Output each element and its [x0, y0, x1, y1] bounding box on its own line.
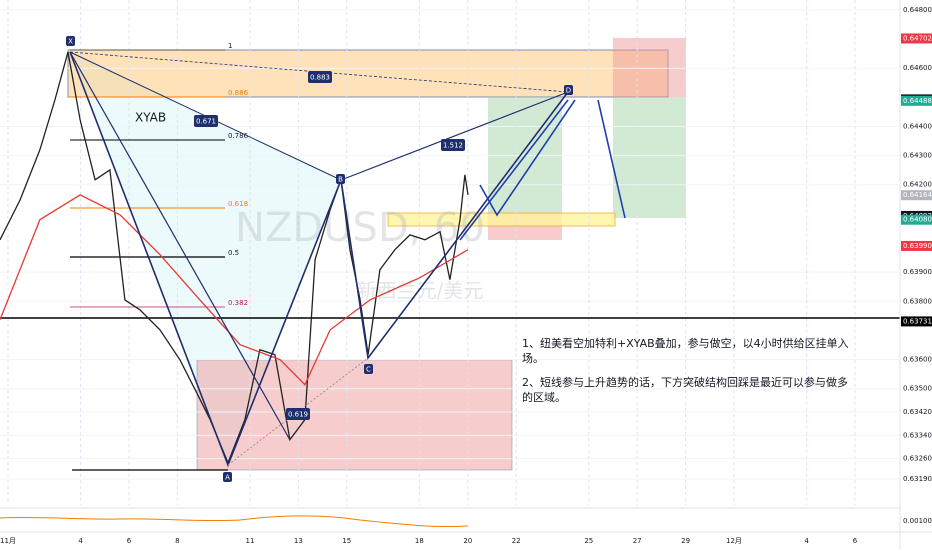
- y-tick-label: 0.64400: [903, 122, 932, 130]
- x-tick-label: 11: [246, 537, 255, 545]
- point-label: C: [366, 366, 371, 374]
- point-badge: [364, 364, 373, 374]
- y-tick-label: 0.63260: [903, 455, 932, 463]
- point-badge: [336, 174, 345, 184]
- fib-label: 0.5: [228, 249, 239, 257]
- y-tick-label: 0.64300: [903, 152, 932, 160]
- x-tick-label: 27: [633, 537, 642, 545]
- x-tick-label: 13: [294, 537, 303, 545]
- price-marker-label: 0.64164: [903, 191, 932, 199]
- price-marker: [901, 95, 932, 106]
- y-tick-label: 0.63800: [903, 297, 932, 305]
- series: [0, 51, 469, 465]
- point-label: D: [566, 87, 571, 95]
- x-tick-label: 11月: [0, 537, 16, 545]
- fib-label: 0.618: [228, 200, 248, 208]
- point-label: A: [225, 474, 230, 482]
- oscillator-line: [0, 515, 469, 528]
- pattern-name: XYAB: [135, 111, 166, 125]
- price-marker: [901, 316, 932, 327]
- stop-zone: [613, 38, 686, 97]
- x-tick-label: 18: [415, 537, 424, 545]
- arrow: [597, 99, 626, 219]
- x-tick-label: 8: [175, 537, 179, 545]
- target-zone: [613, 97, 686, 218]
- pattern-line: [69, 51, 291, 441]
- grid: [0, 0, 900, 505]
- ratio-label: 0.883: [310, 74, 330, 82]
- note: 2、短线参与上升趋势的话，下方突破结构回踩是最近可以参与做多的区域。: [522, 376, 848, 404]
- x-tick-label: 29: [681, 537, 690, 545]
- y-tick-label: 0.63420: [903, 408, 932, 416]
- arrow: [459, 99, 569, 241]
- point-labels: X A B C D XYAB 0.883 0.671 1.512 0.619: [66, 36, 573, 482]
- y-tick-label: 0.63900: [903, 268, 932, 276]
- fib-label: 0.786: [228, 132, 249, 140]
- price-marker: [901, 214, 932, 225]
- price-marker-label: 0.63731: [903, 317, 932, 325]
- ratio-label: 0.671: [196, 118, 216, 126]
- ratio-label: 1.512: [443, 142, 463, 150]
- fib-lines: [70, 49, 228, 471]
- note-block: 1、纽美看空加特利+XYAB叠加，参与做空，以4小时供给区挂单入场。 2、短线参…: [522, 336, 857, 405]
- ratio-badge: [441, 139, 465, 151]
- fib-label: 0.886: [228, 89, 249, 97]
- oscillator-tick: 0.00100: [903, 517, 932, 525]
- x-tick-label: 6: [127, 537, 132, 545]
- demand-zone: [387, 212, 616, 227]
- watermark: NZDUSD, 60: [235, 205, 485, 251]
- price-marker-label: 0.64702: [903, 34, 932, 42]
- y-tick-label: 0.63340: [903, 431, 932, 439]
- point-label: X: [68, 38, 73, 46]
- fib-label: 1: [228, 42, 232, 50]
- x-tick-label: 25: [584, 537, 593, 545]
- y-tick-label: 0.64800: [903, 6, 932, 14]
- point-label: B: [338, 176, 343, 184]
- x-tick-label: 4: [78, 537, 83, 545]
- notes: 1、纽美看空加特利+XYAB叠加，参与做空，以4小时供给区挂单入场。 2、短线参…: [522, 336, 857, 405]
- x-tick-label: 20: [463, 537, 472, 545]
- point-badge: [66, 36, 75, 46]
- arrow: [479, 99, 576, 217]
- pattern-line: [340, 91, 569, 181]
- pattern-line: [69, 51, 569, 93]
- point-badge: [564, 85, 573, 95]
- ratio-badge: [308, 71, 332, 83]
- price-line: [0, 194, 469, 386]
- price-marker-label: 0.63990: [903, 242, 932, 250]
- price-marker: [901, 240, 932, 251]
- y-tick-label: 0.63190: [903, 475, 932, 483]
- price-line: [0, 51, 469, 465]
- ratio-badge: [194, 115, 218, 127]
- ratio-label: 0.619: [288, 411, 308, 419]
- y-tick-label: 0.63500: [903, 385, 932, 393]
- pattern-zone: [196, 359, 513, 471]
- price-marker: [901, 190, 932, 201]
- x-tick-label: 6: [853, 537, 858, 545]
- price-marker-label: 0.64080: [903, 216, 932, 224]
- x-tick-label: 4: [804, 537, 809, 545]
- supply-zone: [67, 49, 669, 98]
- y-tick-label: 0.63600: [903, 356, 932, 364]
- fib-label: 0.382: [228, 299, 248, 307]
- y-tick-label: 0.64600: [903, 64, 932, 72]
- x-tick-label: 22: [512, 537, 521, 545]
- note: 1、纽美看空加特利+XYAB叠加，参与做空，以4小时供给区挂单入场。: [522, 337, 849, 365]
- ratio-badge: [286, 408, 310, 420]
- price-marker: [901, 33, 932, 44]
- point-badge: [223, 472, 232, 482]
- price-marker-label: 0.64488: [903, 97, 932, 105]
- x-tick-label: 12月: [726, 537, 742, 545]
- x-tick-label: 15: [342, 537, 351, 545]
- y-tick-label: 0.64200: [903, 181, 932, 189]
